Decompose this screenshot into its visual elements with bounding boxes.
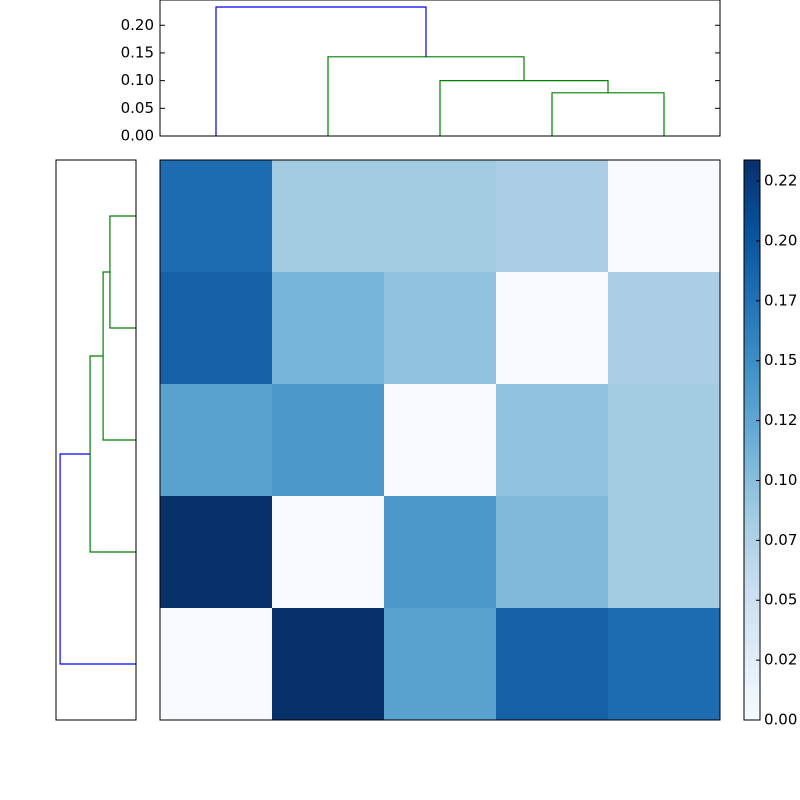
y-tick-label: 0.05 <box>121 99 154 117</box>
dendrogram-link <box>59 453 136 665</box>
heatmap-cell <box>160 160 273 273</box>
heatmap-cell <box>608 496 721 609</box>
heatmap-frame <box>159 159 721 721</box>
heatmap-cell <box>160 608 273 721</box>
heatmap-cell <box>160 272 273 385</box>
y-tick-label: 0.15 <box>121 43 154 61</box>
dendrogram-link <box>439 80 609 136</box>
heatmap-cell <box>608 160 721 273</box>
heatmap-cell <box>272 384 385 497</box>
left-frame <box>55 159 137 721</box>
heatmap-cell <box>496 608 609 721</box>
colorbar-tick-label: 0.10 <box>764 471 797 489</box>
dendrogram-link <box>102 271 136 441</box>
colorbar-tick-label: 0.20 <box>764 231 797 249</box>
dendrogram-link <box>109 215 136 329</box>
dendrogram-link <box>89 355 136 553</box>
colorbar-tick-label: 0.12 <box>764 411 797 429</box>
dendrogram-link <box>551 92 665 136</box>
heatmap-cell <box>384 272 497 385</box>
dendrogram-link <box>215 6 427 136</box>
colorbar <box>743 159 761 721</box>
heatmap-cell <box>496 272 609 385</box>
colorbar-tick-label: 0.05 <box>764 591 797 609</box>
colorbar-tick-label: 0.00 <box>764 711 797 729</box>
colorbar-tick-label: 0.22 <box>764 172 797 190</box>
heatmap-cell <box>608 384 721 497</box>
heatmap-cell <box>496 160 609 273</box>
heatmap-cell <box>384 384 497 497</box>
dendrogram-link <box>327 56 525 136</box>
heatmap-cell <box>272 160 385 273</box>
heatmap-cell <box>496 384 609 497</box>
heatmap-cell <box>272 272 385 385</box>
heatmap-cell <box>160 384 273 497</box>
colorbar-tick-label: 0.07 <box>764 531 797 549</box>
heatmap-cell <box>384 496 497 609</box>
y-tick-label: 0.10 <box>121 71 154 89</box>
heatmap-cell <box>272 496 385 609</box>
heatmap-cell <box>384 160 497 273</box>
heatmap-cell <box>608 608 721 721</box>
heatmap-cell <box>384 608 497 721</box>
y-tick-label: 0.00 <box>121 127 154 145</box>
colorbar-tick-label: 0.15 <box>764 351 797 369</box>
heatmap-cell <box>496 496 609 609</box>
heatmap-cell <box>608 272 721 385</box>
colorbar-tick-label: 0.02 <box>764 651 797 669</box>
y-tick-label: 0.20 <box>121 16 154 34</box>
heatmap-cell <box>160 496 273 609</box>
top-frame <box>159 0 721 137</box>
heatmap-cell <box>272 608 385 721</box>
colorbar-tick-label: 0.17 <box>764 291 797 309</box>
